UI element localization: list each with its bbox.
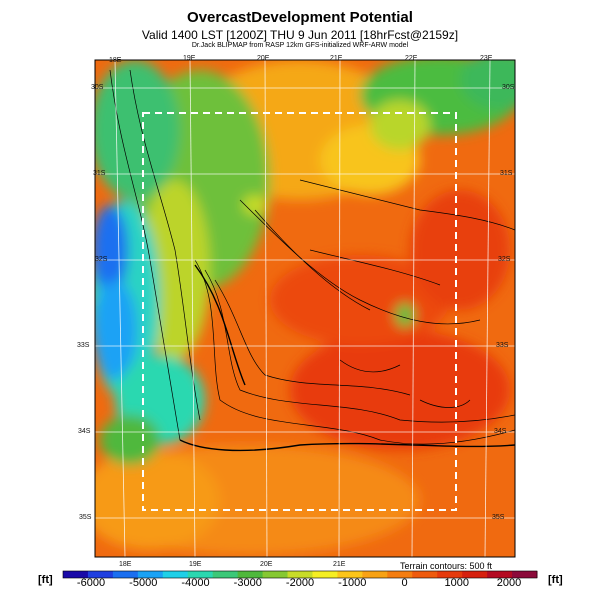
- colorbar-tick-label: -3000: [233, 577, 262, 589]
- colorbar-swatch: [387, 571, 413, 578]
- graticule: [95, 59, 515, 558]
- lon-label-18e-top: 18E: [109, 57, 122, 64]
- colorbar-swatch: [337, 571, 363, 578]
- colorbar-swatch: [287, 571, 313, 578]
- colorbar-unit-right: [ft]: [548, 574, 563, 586]
- model-credit: Dr.Jack BLIPMAP from RASP 12km GFS-initi…: [191, 42, 409, 49]
- colorbar-swatch: [212, 571, 239, 578]
- colorbar-swatch: [262, 571, 289, 578]
- colorbar-swatch: [162, 571, 189, 578]
- colorbar-swatch: [112, 571, 139, 578]
- lat-label-30s-left: 30S: [91, 84, 104, 91]
- lon-label-20e-top: 20E: [257, 55, 270, 62]
- lat-label-33s-left: 33S: [77, 342, 90, 349]
- lat-label-32s-left: 32S: [95, 256, 108, 263]
- lat-label-35s-left: 35S: [79, 514, 92, 521]
- colorbar-swatch: [187, 571, 214, 578]
- map-title: OvercastDevelopment Potential: [187, 9, 413, 26]
- lat-label-30s-right: 30S: [502, 84, 515, 91]
- colorbar-swatch: [512, 571, 538, 578]
- lat-label-31s-right: 31S: [500, 170, 513, 177]
- colorbar-swatch: [137, 571, 164, 578]
- colorbar-swatch: [437, 571, 463, 578]
- lon-label-19e-bottom: 19E: [189, 561, 202, 568]
- colorbar-tick-label: 1000: [444, 577, 469, 589]
- terrain-contours: [109, 69, 515, 452]
- colorbar-tick-label: 0: [401, 577, 408, 589]
- lat-label-34s-right: 34S: [494, 428, 507, 435]
- lat-label-32s-right: 32S: [498, 256, 511, 263]
- lon-label-20e-bottom: 20E: [260, 561, 273, 568]
- lat-label-35s-right: 35S: [492, 514, 505, 521]
- terrain-contour-note: Terrain contours: 500 ft: [400, 561, 493, 571]
- colorbar-tick-label: 2000: [496, 577, 522, 589]
- lon-label-23e-top: 23E: [480, 55, 493, 62]
- colorbar-frame: [62, 570, 538, 579]
- colorbar-unit-left: [ft]: [38, 574, 53, 586]
- lat-label-31s-left: 31S: [93, 170, 106, 177]
- colorbar-swatch: [63, 571, 89, 578]
- map-frame: [94, 59, 516, 558]
- lon-label-21e-bottom: 21E: [333, 561, 346, 568]
- map-subtitle: Valid 1400 LST [1200Z] THU 9 Jun 2011 [1…: [141, 28, 459, 42]
- colorbar-swatch: [462, 571, 488, 578]
- colorbar-swatch: [87, 571, 114, 578]
- colorbar-tick-label: -4000: [181, 577, 210, 589]
- colorbar-swatch: [412, 571, 438, 578]
- lat-label-33s-right: 33S: [496, 342, 509, 349]
- colorbar-swatch: [362, 571, 388, 578]
- colorbar-tick-label: -2000: [285, 577, 315, 589]
- lon-label-21e-top: 21E: [330, 55, 343, 62]
- colorbar-swatch: [312, 571, 338, 578]
- overcast-field: [95, 60, 515, 557]
- colorbar-tick-label: -1000: [338, 577, 367, 589]
- lat-label-34s-left: 34S: [78, 428, 91, 435]
- lon-label-18e-bottom: 18E: [119, 561, 132, 568]
- lon-label-22e-top: 22E: [405, 55, 418, 62]
- colorbar-swatch: [487, 571, 513, 578]
- inner-domain-boundary: [142, 112, 457, 511]
- colorbar-tick-label: -5000: [129, 577, 158, 589]
- colorbar-swatch: [237, 571, 264, 578]
- lon-label-19e-top: 19E: [183, 55, 196, 62]
- colorbar: [62, 570, 538, 579]
- colorbar-tick-label: -6000: [76, 577, 106, 589]
